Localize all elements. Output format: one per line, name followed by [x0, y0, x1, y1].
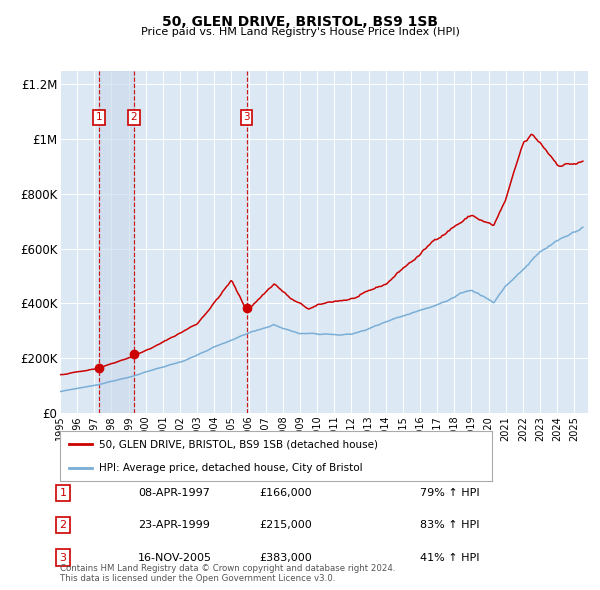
Text: HPI: Average price, detached house, City of Bristol: HPI: Average price, detached house, City…	[99, 463, 362, 473]
Text: 41% ↑ HPI: 41% ↑ HPI	[420, 553, 479, 562]
Text: 3: 3	[59, 553, 67, 562]
Text: Price paid vs. HM Land Registry's House Price Index (HPI): Price paid vs. HM Land Registry's House …	[140, 27, 460, 37]
Text: £215,000: £215,000	[259, 520, 312, 530]
Text: 79% ↑ HPI: 79% ↑ HPI	[420, 488, 479, 497]
Text: Contains HM Land Registry data © Crown copyright and database right 2024.
This d: Contains HM Land Registry data © Crown c…	[60, 563, 395, 583]
Text: 83% ↑ HPI: 83% ↑ HPI	[420, 520, 479, 530]
Text: 16-NOV-2005: 16-NOV-2005	[138, 553, 212, 562]
Text: 1: 1	[59, 488, 67, 497]
Text: 23-APR-1999: 23-APR-1999	[138, 520, 210, 530]
Text: 2: 2	[131, 112, 137, 122]
Text: 3: 3	[243, 112, 250, 122]
Text: 50, GLEN DRIVE, BRISTOL, BS9 1SB (detached house): 50, GLEN DRIVE, BRISTOL, BS9 1SB (detach…	[99, 439, 378, 449]
Text: £383,000: £383,000	[259, 553, 312, 562]
Bar	[99, 71, 134, 413]
Text: 08-APR-1997: 08-APR-1997	[138, 488, 210, 497]
Text: 1: 1	[95, 112, 102, 122]
Text: 50, GLEN DRIVE, BRISTOL, BS9 1SB: 50, GLEN DRIVE, BRISTOL, BS9 1SB	[162, 15, 438, 29]
Text: 2: 2	[59, 520, 67, 530]
Text: £166,000: £166,000	[259, 488, 312, 497]
